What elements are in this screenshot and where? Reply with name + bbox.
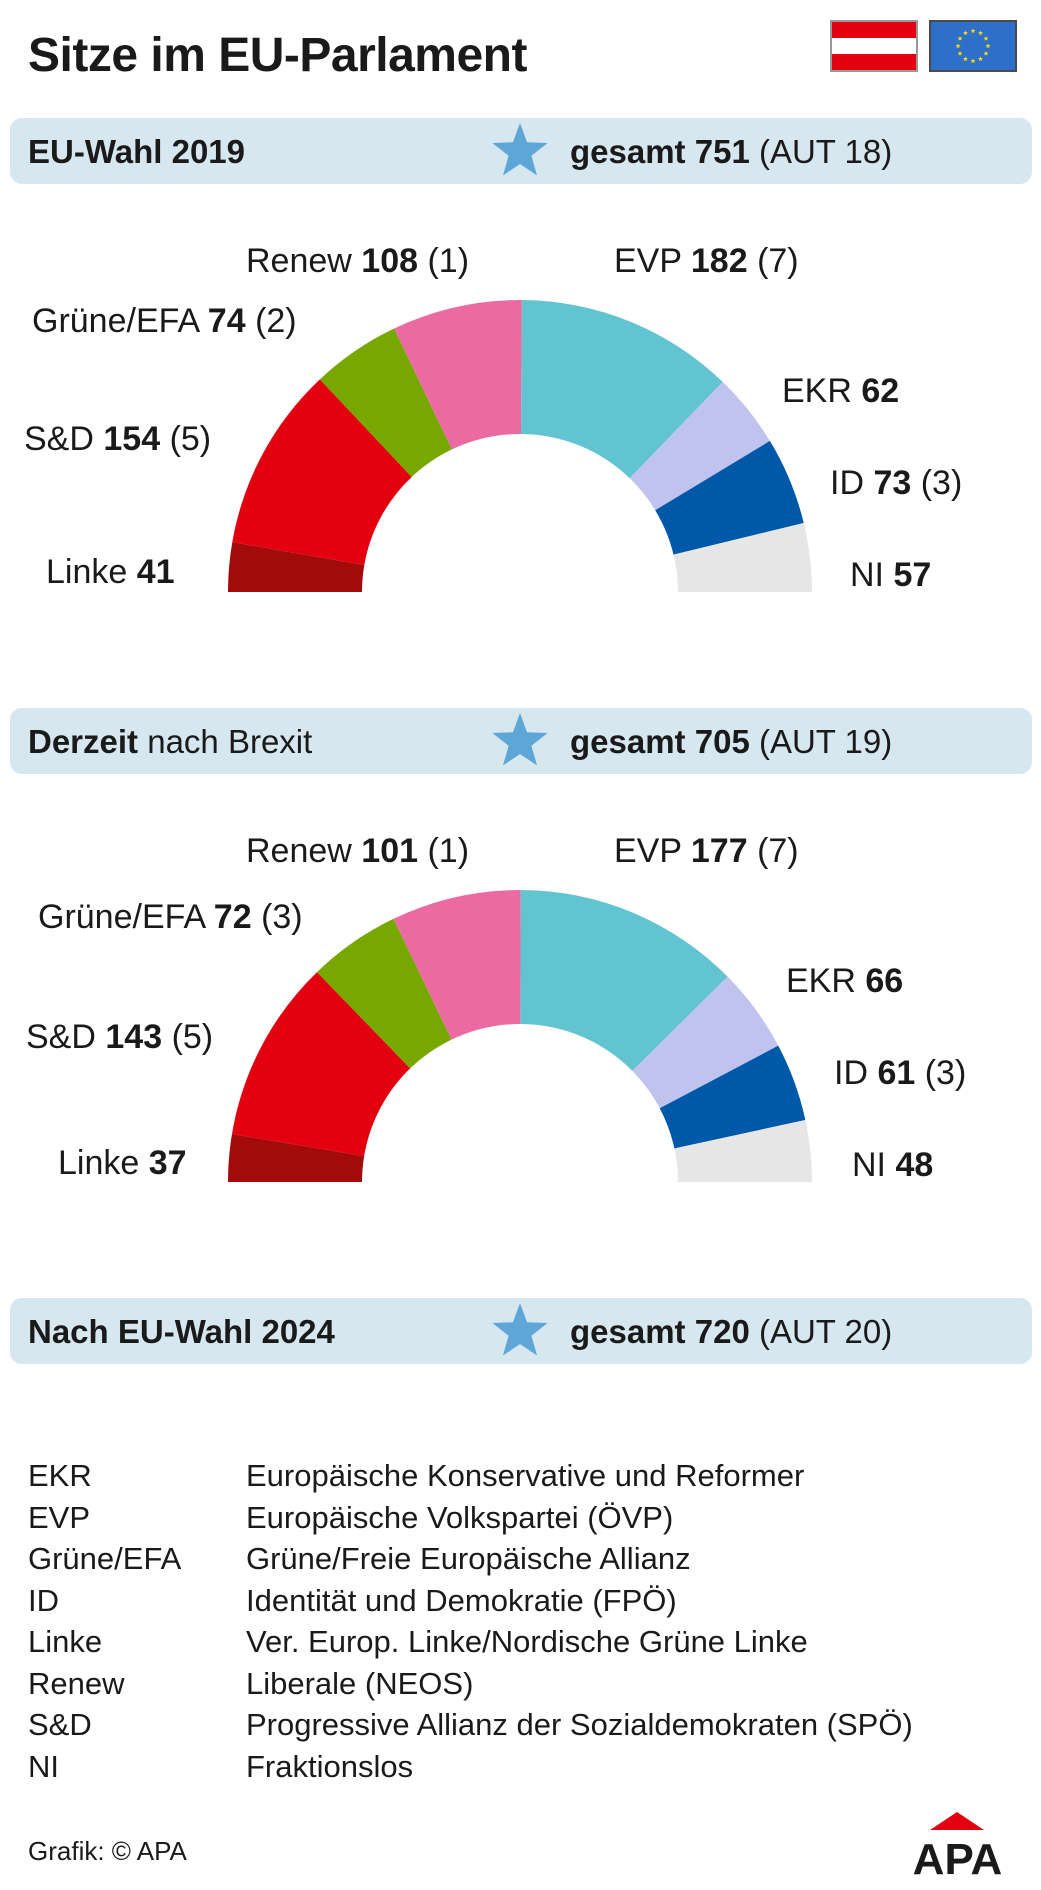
eu-star-icon [983,50,989,56]
legend-descriptions: Europäische Konservative und Reformer Eu… [246,1455,913,1787]
label-gruene: Grüne/EFA 74 (2) [32,302,297,340]
legend-abbr: EKR [28,1458,92,1493]
label-ekr: EKR 62 [782,372,900,410]
eu-star-icon [963,30,968,36]
page-title: Sitze im EU-Parlament [28,29,527,82]
eu-star-icon [955,43,961,49]
label-linke: Linke 37 [58,1144,187,1182]
section-title: Derzeit nach Brexit [28,723,313,760]
legend-full: Europäische Konservative und Reformer [246,1458,805,1493]
slice-linke [228,542,365,592]
eu-star-icon [970,28,976,34]
slice-renew [394,300,522,450]
slice-id [659,1045,806,1149]
legend-abbr: NI [28,1748,59,1784]
slice-id [655,440,804,555]
legend-full: Europäische Volkspartei (ÖVP) [246,1499,674,1535]
section-total: gesamt 705 (AUT 19) [570,723,893,760]
slice-ekr [629,381,770,511]
legend-abbr: S&D [28,1707,92,1742]
legend-full: Progressive Allianz der Sozialdemokraten… [246,1707,913,1742]
seat-chart-brexit [228,890,812,1182]
legend-abbr: Renew [28,1665,125,1701]
slice-linke [228,1134,365,1182]
section-bar-2019: EU-Wahl 2019 gesamt 751 (AUT 18) [10,118,1032,184]
eu-star-icon [983,35,989,41]
section-bar-brexit: Derzeit nach Brexit gesamt 705 (AUT 19) [10,708,1032,774]
legend-abbreviations: EKR EVP Grüne/EFA ID Linke Renew S&D NI [28,1455,181,1787]
section-bar-2024: Nach EU-Wahl 2024 gesamt 720 (AUT 20) [10,1298,1032,1364]
slice-sd [231,972,411,1157]
label-evp: EVP 177 (7) [614,832,799,870]
svg-text:APA: APA [913,1835,1003,1882]
slice-sd [232,379,412,566]
star-icon [492,123,548,176]
eu-star-icon [957,50,963,56]
slice-ni [674,1120,812,1182]
star-icon [492,1303,548,1356]
label-renew: Renew 101 (1) [246,832,470,870]
label-gruene: Grüne/EFA 72 (3) [38,898,303,936]
eu-flag-icon [929,20,1017,72]
label-ekr: EKR 66 [786,962,904,1000]
eu-star-icon [963,56,968,62]
legend-full: Identität und Demokratie (FPÖ) [246,1582,677,1618]
eu-star-icon [978,30,983,36]
slice-grneefa [319,328,452,477]
eu-star-icon [978,56,983,62]
slice-evp [520,890,728,1071]
eu-star-icon [970,58,976,64]
label-evp: EVP 182 (7) [614,242,799,280]
eu-star-icon [957,35,963,41]
legend-full: Liberale (NEOS) [246,1665,474,1701]
label-sd: S&D 143 (5) [26,1018,214,1056]
label-linke: Linke 41 [46,553,175,591]
legend-abbr: Grüne/EFA [28,1541,182,1576]
apa-logo-icon: APA [913,1812,1003,1882]
slice-evp [520,300,723,479]
slice-renew [393,890,521,1040]
label-id: ID 61 (3) [834,1054,967,1092]
label-ni: NI 57 [850,556,932,594]
section-title: EU-Wahl 2019 [28,133,246,170]
label-ni: NI 48 [852,1146,934,1184]
legend-full: Fraktionslos [246,1748,414,1784]
legend-abbr: ID [28,1582,59,1618]
section-title: Nach EU-Wahl 2024 [28,1313,335,1350]
legend-full: Ver. Europ. Linke/Nordische Grüne Linke [246,1624,808,1659]
label-id: ID 73 (3) [830,464,963,502]
label-renew: Renew 108 (1) [246,242,470,280]
star-icon [492,713,548,766]
austria-flag-icon [830,20,918,72]
section-total: gesamt 751 (AUT 18) [570,133,893,170]
slice-ni [673,523,812,592]
legend-abbr: Linke [28,1624,103,1659]
credit-text: Grafik: © APA [28,1836,187,1866]
legend-full: Grüne/Freie Europäische Allianz [246,1541,691,1576]
label-sd: S&D 154 (5) [24,420,212,458]
legend-abbr: EVP [28,1499,91,1535]
eu-star-icon [985,43,991,49]
section-total: gesamt 720 (AUT 20) [570,1313,893,1350]
slice-grneefa [317,918,452,1069]
slice-ekr [632,976,779,1109]
seat-chart-2019 [228,300,812,592]
